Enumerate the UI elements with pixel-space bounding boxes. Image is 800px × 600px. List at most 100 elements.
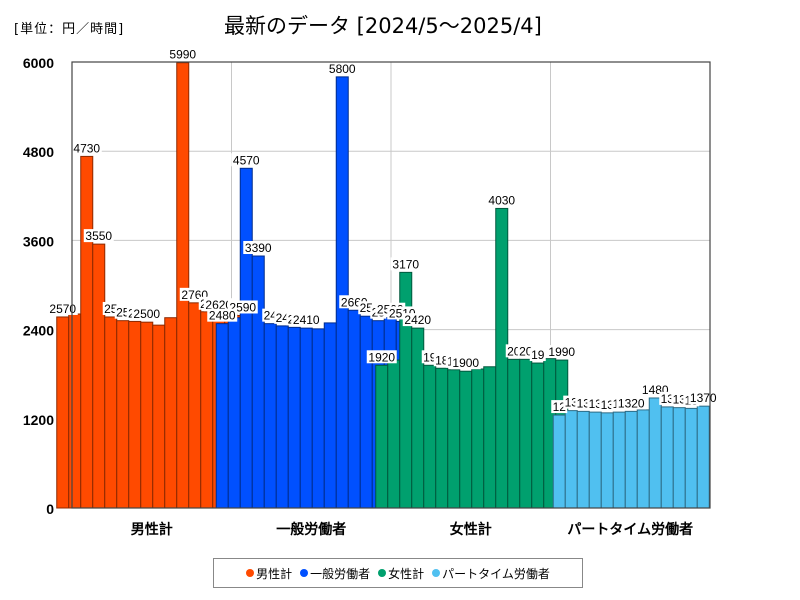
bar [612,411,626,509]
legend-item: 男性計 [246,565,292,582]
data-label-bg [83,229,114,243]
data-label: 19 [423,350,437,364]
chart-title: 最新のデータ [2024/5〜2025/4] [224,14,542,38]
data-label: 5800 [329,62,356,76]
legend-label: 男性計 [256,566,293,581]
bar [375,364,389,509]
data-label: 1900 [452,356,479,370]
bar [164,317,178,509]
data-label: 13 [601,398,615,412]
data-label: 20 [519,344,533,358]
data-label-bg [327,61,358,75]
bar [128,320,142,509]
legend-marker [300,569,309,577]
data-label: 2500 [133,307,160,321]
bar [471,368,485,509]
bar [672,407,686,509]
bar [519,358,533,509]
bar [435,367,449,509]
data-label: 25 [116,306,130,320]
data-label: 19 [531,348,545,362]
data-label-bg [131,307,162,321]
data-label-bg [47,301,78,315]
y-tick-label: 0 [46,501,54,517]
data-label-bg [486,193,517,207]
legend-item: パートタイム労働者 [432,565,550,582]
bar [152,324,166,509]
bar [104,316,118,509]
legend-marker [378,569,387,577]
legend-label: 女性計 [388,566,425,581]
bar [68,313,82,509]
data-label-bg [167,47,198,61]
bar [507,358,521,509]
x-category-label: 一般労働者 [276,521,346,538]
bar [387,359,401,509]
data-label: 4730 [73,141,100,155]
y-tick-label: 6000 [23,55,54,71]
data-label: 20 [507,344,521,358]
bar [239,167,253,509]
bar [447,369,461,509]
bar [600,412,614,509]
bar [200,311,214,509]
data-label: 18 [435,353,449,367]
y-tick-label: 1200 [23,412,54,428]
bar [299,327,313,509]
data-label-bg [616,396,647,410]
data-label-bg [243,241,274,255]
data-label-bg [402,313,433,327]
bar [483,366,497,509]
data-label: 3550 [85,229,112,243]
bar [684,407,698,509]
plot-frame [71,61,711,509]
bar [80,155,94,509]
unit-label: [単位：円／時間] [14,22,125,37]
bar [576,410,590,509]
data-label: 3170 [392,257,419,271]
data-label: 25 [104,302,118,316]
bar [92,243,106,509]
bar [495,207,509,509]
data-label-bg [231,153,262,167]
y-tick-label: 4800 [23,144,54,160]
bar [227,317,241,509]
data-label-bg [450,356,481,370]
bar [347,309,361,509]
bar [287,326,301,509]
data-label: 24 [264,309,278,323]
bar [588,411,602,509]
bar [116,320,130,509]
bar [423,364,437,509]
data-label: 2570 [49,302,76,316]
data-label-bg [688,391,719,405]
data-label-bg [366,350,397,364]
data-label-bg [529,348,546,362]
legend-label: パートタイム労働者 [442,566,550,581]
data-label: 1370 [690,391,717,405]
chart-legend: 男性計 一般労働者 女性計 パートタイム労働者 [213,558,583,588]
legend-marker [246,569,255,577]
data-label-bg [207,308,238,322]
bar [335,76,349,509]
bar [56,316,70,509]
legend-item: 一般労働者 [300,565,370,582]
data-label: 4570 [233,153,260,167]
y-tick-label: 2400 [23,323,54,339]
bar [696,405,710,509]
bar [624,410,638,509]
data-label: 1990 [548,345,575,359]
data-label: 13 [565,396,579,410]
data-label: 1920 [368,350,395,364]
bar [359,315,373,509]
bar [275,325,289,509]
x-category-label: 女性計 [450,521,492,538]
bar [311,328,325,509]
data-label-bg [546,345,577,359]
data-label: 3390 [245,241,272,255]
legend-label: 一般労働者 [310,566,371,581]
data-label: 1320 [618,396,645,410]
legend-marker [432,569,441,577]
data-label-bg [291,313,322,327]
bar [552,414,566,509]
